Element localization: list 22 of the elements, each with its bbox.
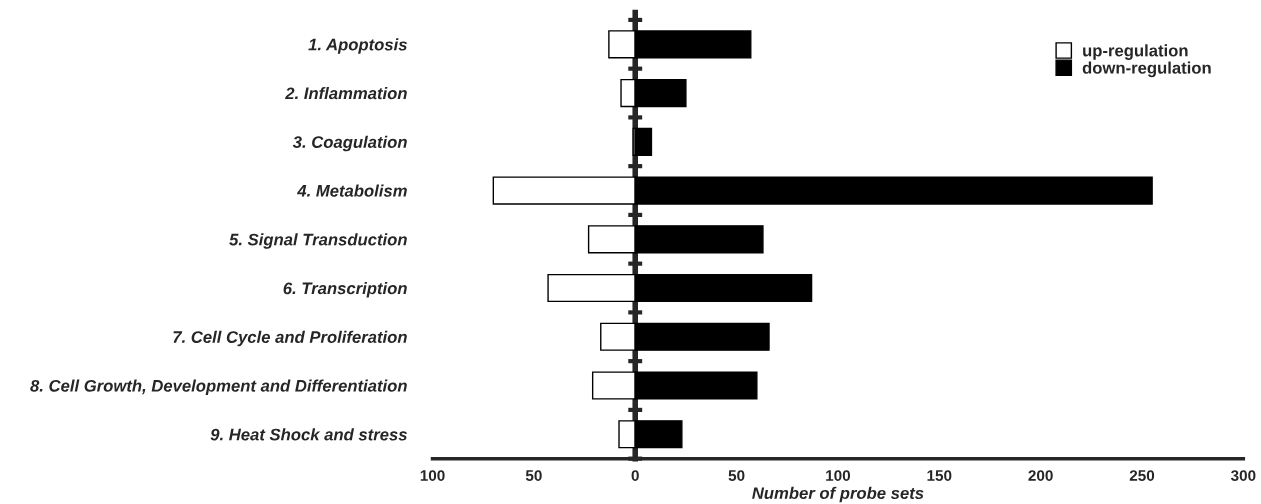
y-tick-label: 7. Cell Cycle and Proliferation xyxy=(173,330,407,347)
bar xyxy=(634,127,653,156)
x-axis-title: Number of probe sets xyxy=(752,486,924,503)
x-tick-label: 100 xyxy=(826,470,851,481)
legend-label: up-regulation xyxy=(1083,44,1188,60)
y-tick-label: 3. Coagulation xyxy=(292,135,407,152)
legend-label: down-regulation xyxy=(1082,61,1211,78)
x-tick-label: 300 xyxy=(1230,470,1256,481)
x-tick-label: 0 xyxy=(631,470,639,481)
x-tick-label: 50 xyxy=(525,470,542,481)
y-tick-label: 4. Metabolism xyxy=(297,184,407,197)
y-tick-label: 5. Signal Transduction xyxy=(229,233,407,249)
x-tick-label: 250 xyxy=(1129,470,1155,481)
y-tick-label: 8. Cell Growth, Development and Differentiation xyxy=(30,379,407,396)
x-tick-label: 150 xyxy=(927,470,952,481)
y-tick-label: 2. Inflammation xyxy=(285,86,407,100)
x-tick-label: 100 xyxy=(420,470,445,481)
y-tick-label: 6. Transcription xyxy=(283,281,407,298)
x-tick-label: 50 xyxy=(728,470,745,481)
x-tick-label: 200 xyxy=(1028,470,1053,481)
y-tick-label: 1. Apoptosis xyxy=(308,38,407,54)
y-tick-label: 9. Heat Shock and stress xyxy=(210,428,407,441)
